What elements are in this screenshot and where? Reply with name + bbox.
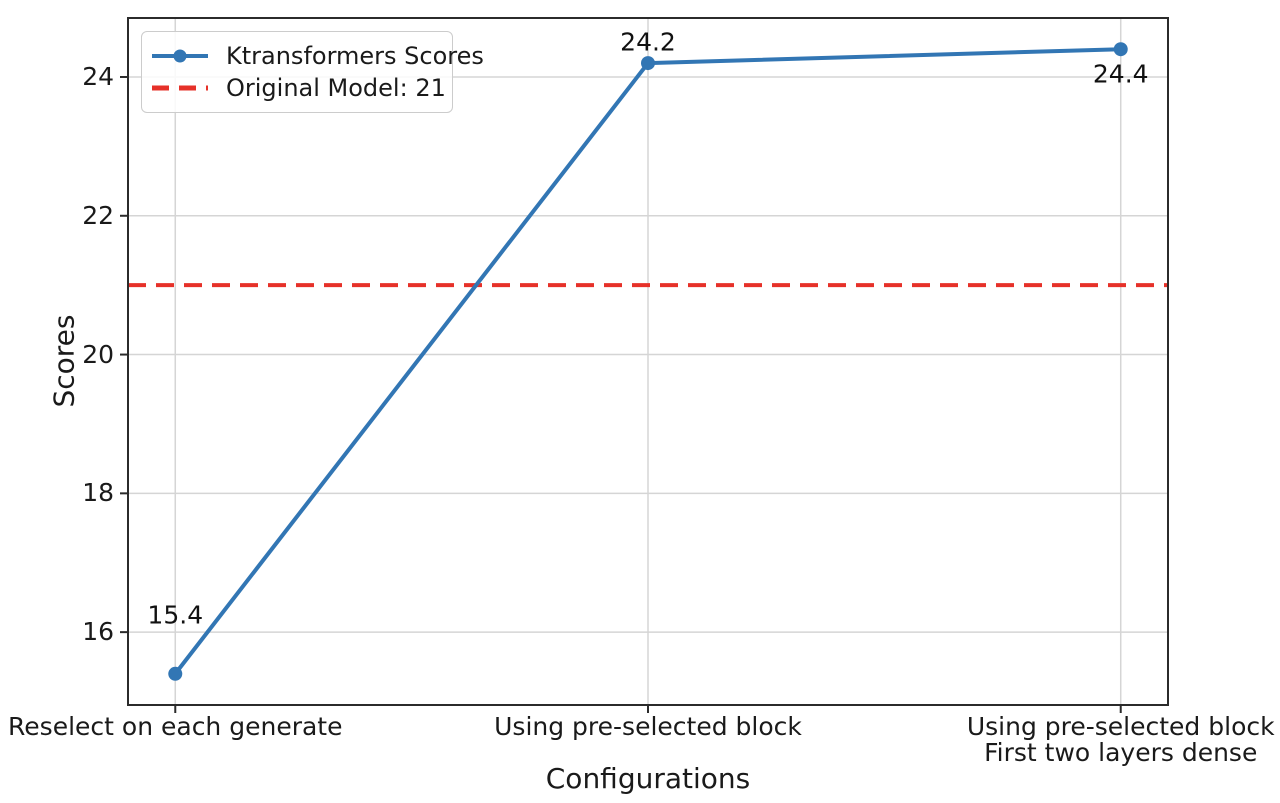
y-tick-label: 22 <box>82 200 114 230</box>
x-tick-label-line: Using pre-selected block <box>494 712 802 741</box>
series-line-swatch-icon <box>152 49 208 63</box>
legend: Ktransformers Scores Original Model: 21 <box>141 31 484 113</box>
y-axis-title: Scores <box>47 314 81 408</box>
legend-label-reference: Original Model: 21 <box>226 74 446 102</box>
data-label: 24.4 <box>1092 59 1149 89</box>
x-tick-label: Using pre-selected block First two layers… <box>966 712 1275 768</box>
x-tick-label-line: First two layers dense <box>984 738 1258 768</box>
x-tick-label: Using pre-selected block <box>494 712 802 741</box>
x-tick-label-line: Using pre-selected block <box>966 712 1275 741</box>
x-tick-label-line: Reselect on each generate <box>8 712 343 741</box>
series-marker <box>1113 42 1128 57</box>
y-tick-label: 20 <box>82 339 114 369</box>
legend-label-series: Ktransformers Scores <box>226 42 484 70</box>
series-marker <box>168 666 183 681</box>
series-marker <box>641 56 655 71</box>
x-tick-label: Reselect on each generate <box>8 712 343 741</box>
y-tick-label: 18 <box>82 478 114 508</box>
y-tick-label: 24 <box>82 61 114 91</box>
legend-entry-reference: Original Model: 21 <box>150 72 446 104</box>
data-label: 24.2 <box>620 27 676 57</box>
legend-entry-series: Ktransformers Scores <box>150 40 484 72</box>
reference-dash-swatch-icon <box>152 85 208 91</box>
y-tick-label: 16 <box>82 617 114 646</box>
x-axis-title: Configurations <box>545 762 751 795</box>
data-label: 15.4 <box>147 600 204 630</box>
